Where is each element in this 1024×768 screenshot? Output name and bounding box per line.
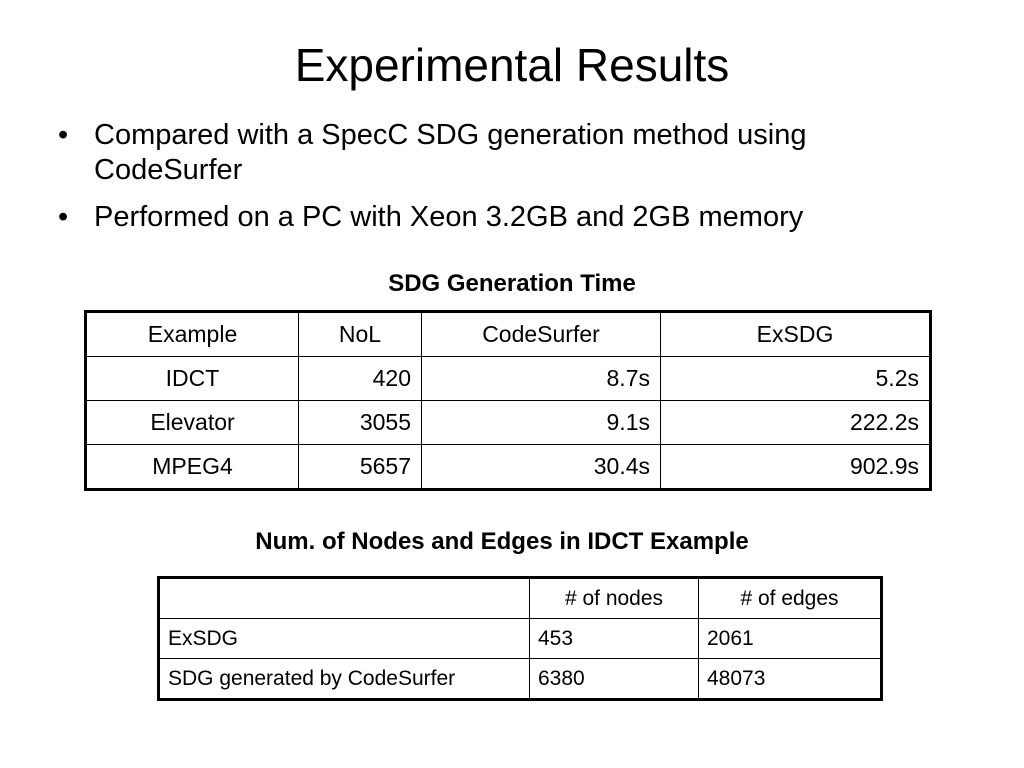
cell: 48073 xyxy=(698,658,882,700)
table-caption: Num. of Nodes and Edges in IDCT Example xyxy=(255,528,749,555)
bullet: Compared with a SpecC SDG generation met… xyxy=(58,118,958,188)
cell: 3055 xyxy=(298,400,422,445)
cell: SDG generated by CodeSurfer xyxy=(158,658,530,700)
cell: 420 xyxy=(298,356,422,401)
table: Example NoL CodeSurfer ExSDG IDCT 420 8.7s… xyxy=(84,310,932,491)
empty-cell xyxy=(158,577,530,619)
cell: 5657 xyxy=(298,444,422,490)
cell: IDCT xyxy=(85,356,299,401)
slide-title: Experimental Results xyxy=(294,39,730,91)
cell: ExSDG xyxy=(158,618,530,659)
table-caption: SDG Generation Time xyxy=(388,270,636,297)
cell: 6380 xyxy=(529,658,699,700)
header-cell: CodeSurfer xyxy=(421,311,661,357)
cell: MPEG4 xyxy=(85,444,299,490)
header-cell: ExSDG xyxy=(660,311,931,357)
cell: 222.2s xyxy=(660,400,931,445)
cell: 5.2s xyxy=(660,356,931,401)
cell: 8.7s xyxy=(421,356,661,401)
header-cell: # of edges xyxy=(698,577,882,619)
table: # of nodes # of edges ExSDG 453 2061 SDG g… xyxy=(157,576,883,701)
cell: Elevator xyxy=(85,400,299,445)
cell: 30.4s xyxy=(421,444,661,490)
header-cell: # of nodes xyxy=(529,577,699,619)
bullet: Performed on a PC with Xeon 3.2GB and 2G… xyxy=(58,200,958,235)
cell: 453 xyxy=(529,618,699,659)
cell: 902.9s xyxy=(660,444,931,490)
cell: 2061 xyxy=(698,618,882,659)
header-cell: NoL xyxy=(298,311,422,357)
header-cell: Example xyxy=(85,311,299,357)
cell: 9.1s xyxy=(421,400,661,445)
